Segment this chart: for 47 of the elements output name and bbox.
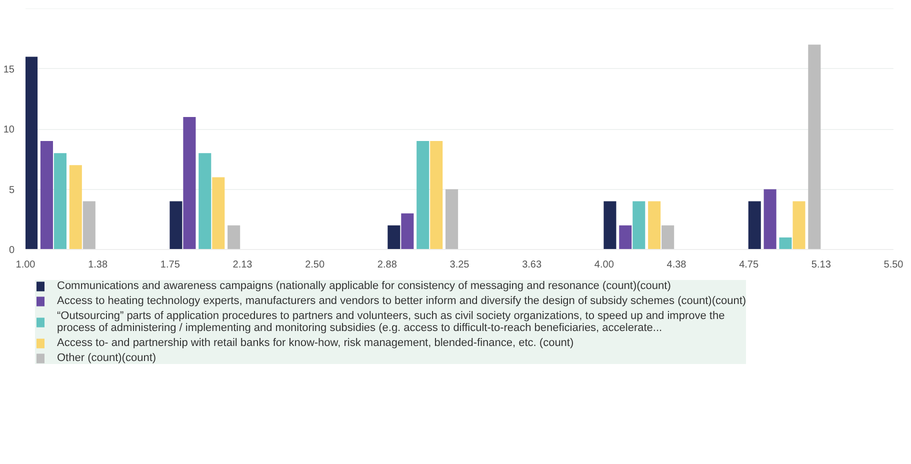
legend-label: Communications and awareness campaigns (nationally applicable for consistency of messaging and resonance (count)(count): [57, 280, 671, 292]
bar: [764, 189, 776, 250]
bar: [212, 177, 225, 250]
bar: [632, 201, 646, 250]
bar: [26, 56, 38, 250]
bar: [430, 141, 443, 250]
bar: [648, 201, 661, 250]
x-tick-label: 1.75: [160, 260, 180, 270]
bar: [446, 189, 458, 250]
y-tick-label: 5: [8, 184, 15, 196]
bar: [662, 225, 674, 250]
bar: [54, 153, 66, 250]
bar: [619, 225, 632, 250]
x-tick-label: 2.88: [377, 260, 398, 270]
bar: [183, 116, 196, 250]
x-tick-label: 5.50: [884, 260, 904, 270]
bar: [792, 201, 806, 250]
x-tick-label: 4.75: [739, 260, 760, 270]
legend-label: Access to heating technology experts, manufacturers and vendors to better inform and diversify the design of subsidy schemes (count)(count): [57, 295, 746, 307]
bar: [82, 201, 96, 250]
bar: [401, 213, 414, 250]
x-tick-label: 4.00: [594, 260, 614, 270]
y-tick-label: 15: [3, 64, 15, 76]
legend-label: “Outsourcing” parts of application procedures to partners and volunteers, such as civil society organizations, to speed up and improve the process of administering / implementing and monitoring subsidies (e.g. access to difficult-to-reach beneficiaries, accelerate...: [57, 310, 725, 334]
x-tick-label: 3.63: [522, 260, 542, 270]
x-tick-label: 2.13: [232, 260, 253, 270]
x-tick-label: 2.50: [305, 260, 326, 270]
x-tick-label: 3.25: [450, 260, 470, 270]
y-tick-label: 10: [3, 124, 15, 136]
bar: [228, 225, 240, 250]
bar: [69, 165, 82, 250]
bar: [604, 201, 616, 250]
bar: [40, 141, 53, 250]
x-tick-label: 1.38: [88, 260, 108, 270]
bar: [388, 225, 400, 250]
bar: [170, 201, 182, 250]
bar: [416, 141, 430, 250]
bar: [748, 201, 761, 250]
bar: [808, 44, 821, 250]
bar: [198, 153, 212, 250]
x-tick-label: 5.13: [811, 260, 832, 270]
x-tick-label: 4.38: [666, 260, 687, 270]
legend-label: Access to- and partnership with retail banks for know-how, risk management, blended-finance, etc. (count): [57, 337, 574, 349]
legend-label: Other (count)(count): [57, 352, 156, 364]
bar: [779, 237, 792, 250]
x-tick-label: 1.00: [16, 260, 36, 270]
y-tick-label: 0: [8, 245, 15, 256]
